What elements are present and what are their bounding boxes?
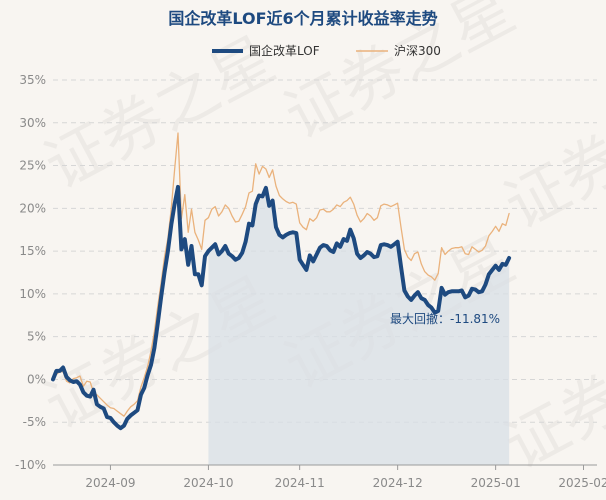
x-axis: 2024-09 2024-10 2024-11 2024-12 2025-01 2025-… (53, 464, 606, 490)
y-tick-label: -5% (23, 415, 46, 429)
legend-label-index: 沪深300 (394, 44, 441, 58)
watermark-text: 证券之星 (493, 302, 606, 483)
y-tick-label: 20% (19, 201, 46, 215)
y-tick-label: 25% (19, 159, 46, 173)
y-tick-label: 15% (19, 244, 46, 258)
y-tick-label: 0% (27, 372, 46, 386)
y-tick-label: 30% (19, 116, 46, 130)
x-tick-label: 2024-12 (373, 476, 423, 490)
y-tick-label: 5% (27, 330, 46, 344)
legend-label-fund: 国企改革LOF (249, 43, 320, 58)
legend: 国企改革LOF 沪深300 (212, 43, 441, 58)
max-drawdown-label: 最大回撤：-11.81% (390, 311, 500, 326)
drawdown-area (208, 187, 510, 466)
x-tick-label: 2024-09 (85, 476, 135, 490)
series-line-fund (51, 184, 512, 431)
y-tick-label: -10% (15, 458, 46, 472)
series-lines (51, 132, 512, 431)
x-tick-label: 2025-02 (558, 476, 606, 490)
series-line-index (52, 132, 510, 417)
y-tick-label: 10% (19, 287, 46, 301)
x-tick-label: 2024-10 (183, 476, 233, 490)
chart-title: 国企改革LOF近6个月累计收益率走势 (168, 9, 437, 28)
x-tick-label: 2025-01 (471, 476, 521, 490)
y-tick-label: 35% (19, 73, 46, 87)
drawdown-region (208, 187, 510, 466)
watermark-text: 证券之星 (493, 62, 606, 243)
y-axis: 35% 30% 25% 20% 15% 10% 5% 0% -5% -10% (15, 73, 46, 472)
x-tick-label: 2024-11 (275, 476, 325, 490)
